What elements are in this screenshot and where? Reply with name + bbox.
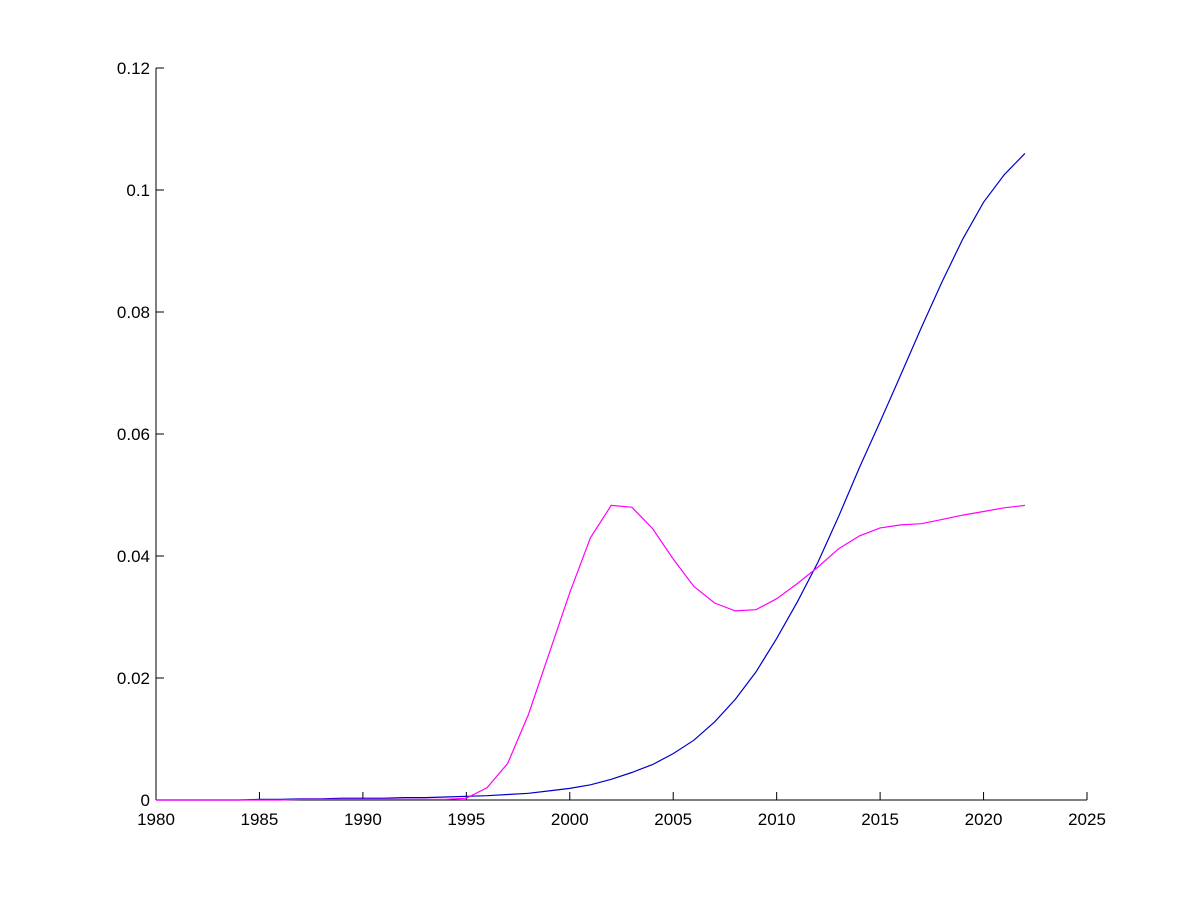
y-tick-label: 0.04 xyxy=(117,547,150,566)
series-line-1 xyxy=(156,152,1026,801)
y-tick-label: 0.02 xyxy=(117,669,150,688)
plot-lines xyxy=(156,152,1026,801)
y-tick-label: 0.06 xyxy=(117,425,150,444)
x-tick-label: 2005 xyxy=(654,810,692,829)
x-tick-label: 2020 xyxy=(965,810,1003,829)
series-line-2 xyxy=(156,504,1025,801)
x-tick-label: 1980 xyxy=(137,810,175,829)
x-tick-label: 2025 xyxy=(1068,810,1106,829)
y-tick-label: 0.12 xyxy=(117,59,150,78)
x-tick-label: 2000 xyxy=(551,810,589,829)
axes: 1980 1985 1990 1995 2000 2005 2010 2015 2020 2025… xyxy=(117,59,1106,829)
y-tick-label: 0.08 xyxy=(117,303,150,322)
y-tick-label: 0.1 xyxy=(126,181,150,200)
x-tick-label: 2010 xyxy=(758,810,796,829)
x-tick-label: 2015 xyxy=(861,810,899,829)
y-tick-label: 0 xyxy=(141,791,150,810)
x-tick-label: 1985 xyxy=(241,810,279,829)
x-tick-label: 1995 xyxy=(447,810,485,829)
x-tick-label: 1990 xyxy=(344,810,382,829)
